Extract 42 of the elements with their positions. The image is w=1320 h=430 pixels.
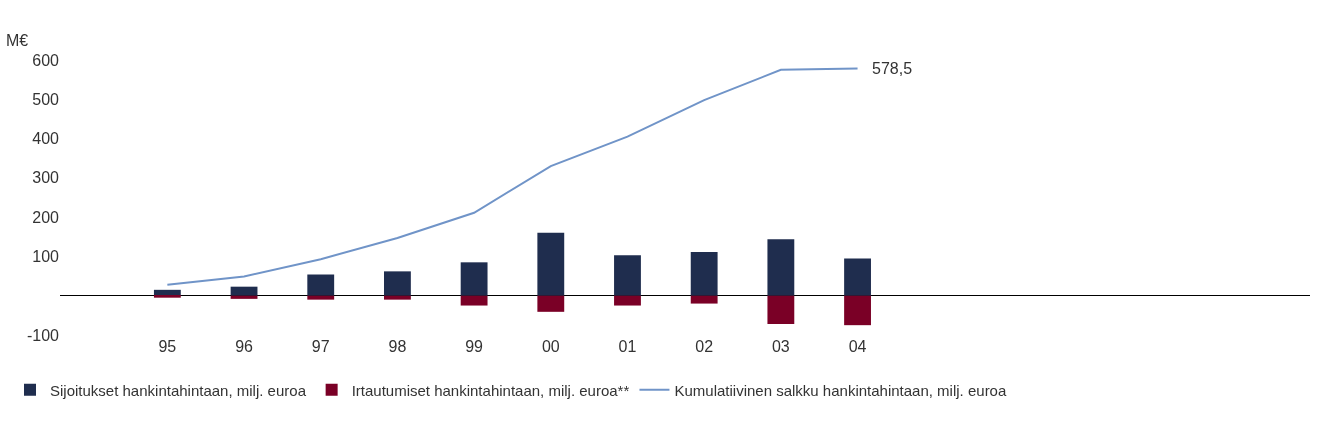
bar (460, 262, 488, 296)
legend-label: Sijoitukset hankintahintaan, milj. euroa (50, 381, 307, 399)
x-tick-label: 04 (848, 338, 867, 355)
x-tick-label: 01 (618, 338, 637, 355)
bar (690, 252, 718, 296)
bar (767, 239, 795, 296)
line-series (166, 67, 859, 286)
bar (537, 295, 565, 312)
bar (230, 295, 258, 299)
legend-label: Kumulatiivinen salkku hankintahintaan, milj. euroa (674, 381, 1007, 399)
y-tick-label: 100 (32, 248, 60, 266)
x-tick-label: 99 (465, 338, 484, 355)
bar (384, 295, 411, 300)
bar (844, 258, 871, 296)
bar (230, 286, 258, 296)
x-tick-label: 03 (771, 338, 790, 355)
legend-label: Irtautumiset hankintahintaan, milj. euroa** (351, 381, 630, 399)
y-tick-label: 400 (32, 130, 60, 148)
bar (614, 255, 641, 296)
bar (460, 295, 488, 306)
x-tick-label: 00 (541, 338, 560, 355)
bar (767, 295, 795, 324)
y-tick-label: 300 (32, 169, 60, 187)
y-tick-label: 500 (32, 90, 60, 108)
x-tick-label: 98 (388, 338, 407, 355)
bar (614, 295, 641, 306)
bar (153, 295, 181, 298)
bar (690, 295, 718, 304)
x-tick-label: 95 (158, 338, 177, 355)
x-tick-label: 02 (695, 338, 714, 355)
bar (307, 295, 335, 300)
annotation: 578,5 (872, 60, 913, 77)
y-tick-label: 600 (32, 51, 60, 69)
y-tick-label: -100 (26, 326, 60, 344)
x-tick-label: 96 (235, 338, 254, 355)
x-tick-label: 97 (311, 338, 330, 355)
y-axis-title: M€ (6, 32, 29, 49)
bar (844, 295, 871, 326)
bar (537, 232, 565, 296)
y-tick-label: 200 (32, 208, 60, 226)
bar (384, 271, 411, 296)
bar (307, 274, 335, 296)
